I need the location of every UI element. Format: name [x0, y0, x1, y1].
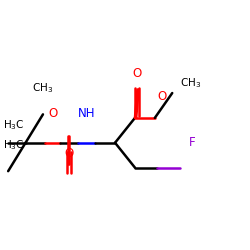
- Text: CH$_3$: CH$_3$: [180, 76, 201, 90]
- Text: F: F: [188, 136, 195, 149]
- Text: O: O: [133, 67, 142, 80]
- Text: O: O: [158, 90, 167, 102]
- Text: H$_3$C: H$_3$C: [3, 118, 25, 132]
- Text: H$_3$C: H$_3$C: [3, 138, 25, 152]
- Text: CH$_3$: CH$_3$: [32, 81, 54, 95]
- Text: O: O: [64, 147, 74, 160]
- Text: O: O: [48, 107, 58, 120]
- Text: NH: NH: [78, 107, 95, 120]
